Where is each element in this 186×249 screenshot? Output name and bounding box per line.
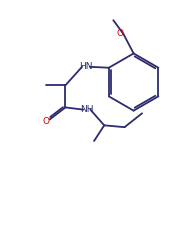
Text: NH: NH — [80, 105, 94, 114]
Text: O: O — [43, 117, 50, 126]
Text: HN: HN — [79, 62, 93, 71]
Text: O: O — [117, 29, 124, 38]
